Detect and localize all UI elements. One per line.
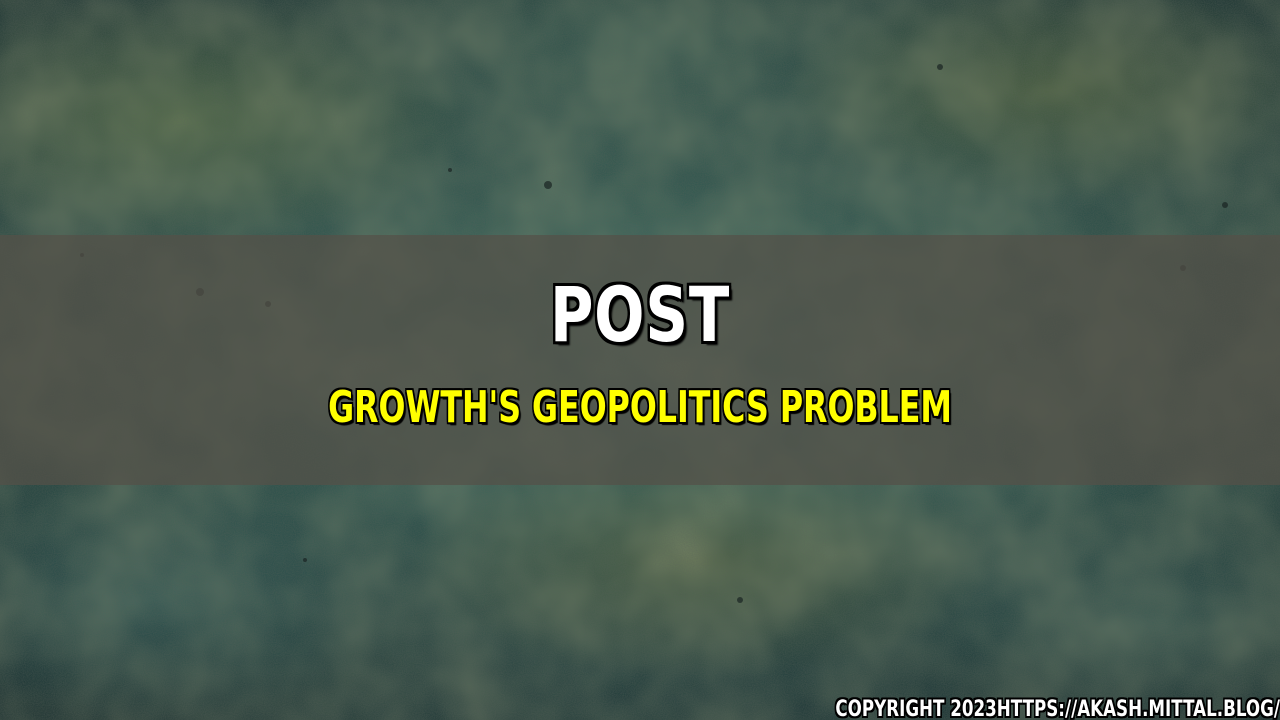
post-subtitle: GROWTH'S GEOPOLITICS PROBLEM [328,382,952,433]
title-band [0,235,1280,485]
post-title: POST [549,270,731,359]
copyright-notice: COPYRIGHT 2023HTTPS://AKASH.MITTAL.BLOG/ [835,697,1280,720]
